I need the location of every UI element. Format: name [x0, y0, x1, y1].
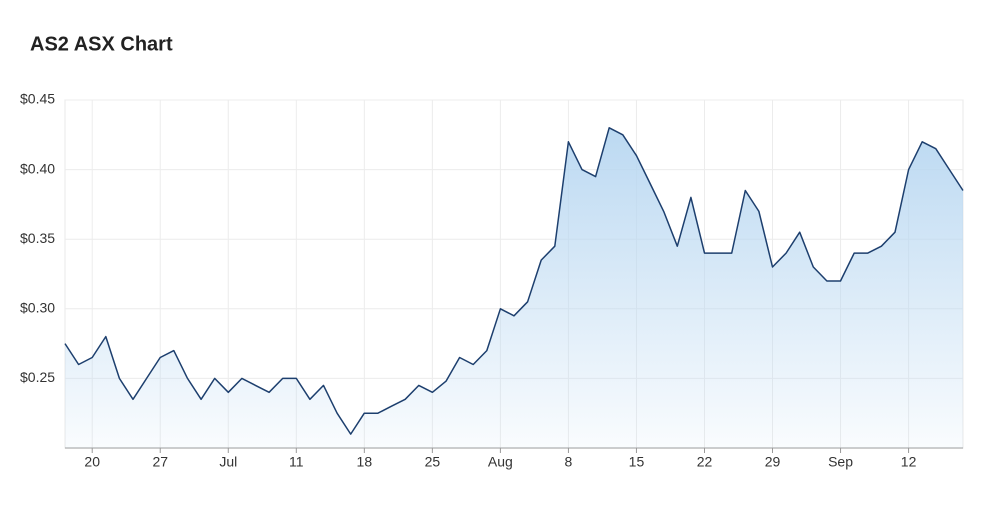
x-tick-label: 8 — [565, 454, 573, 470]
x-tick-label: Jul — [219, 454, 237, 470]
x-tick-label: Sep — [828, 454, 853, 470]
y-tick-label: $0.45 — [20, 91, 55, 107]
x-tick-label: 18 — [357, 454, 373, 470]
x-tick-label: 12 — [901, 454, 917, 470]
y-tick-label: $0.25 — [20, 369, 55, 385]
area — [65, 127, 963, 449]
x-tick-label: 15 — [629, 454, 645, 470]
x-tick-label: 25 — [425, 454, 441, 470]
y-tick-label: $0.35 — [20, 230, 55, 246]
x-tick-label: 29 — [765, 454, 781, 470]
x-tick-label: 27 — [152, 454, 168, 470]
x-tick-label: 11 — [289, 454, 304, 470]
y-tick-label: $0.40 — [20, 160, 55, 176]
x-tick-label: 20 — [84, 454, 100, 470]
x-tick-label: 22 — [697, 454, 713, 470]
chart-title: AS2 ASX Chart — [30, 33, 173, 55]
x-tick-label: Aug — [488, 454, 513, 470]
y-tick-label: $0.30 — [20, 300, 55, 316]
line — [64, 127, 964, 435]
